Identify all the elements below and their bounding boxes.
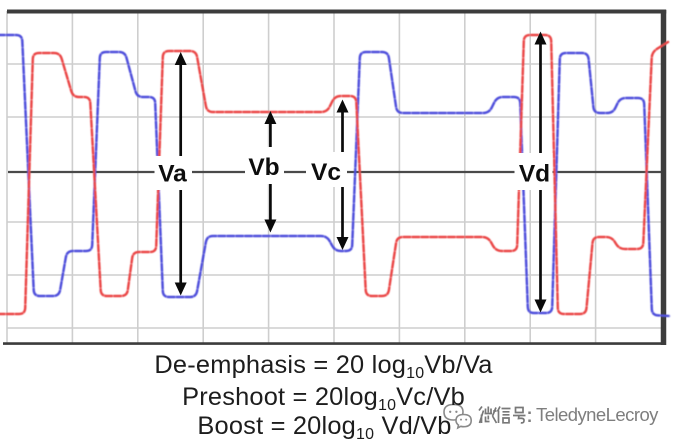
svg-text:Va: Va xyxy=(158,161,187,188)
svg-text:Vd: Vd xyxy=(519,161,550,188)
svg-text:Vc: Vc xyxy=(311,159,341,186)
svg-text:Vb: Vb xyxy=(248,154,279,181)
